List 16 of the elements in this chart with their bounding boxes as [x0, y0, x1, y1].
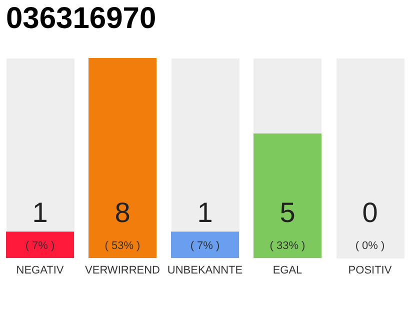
data-label: ( 7% ): [190, 240, 220, 252]
data-label: ( 33% ): [270, 240, 306, 252]
data-label: ( 0% ): [355, 240, 385, 252]
data-label: ( 7% ): [25, 240, 55, 252]
x-tick-label: VERWIRREND: [85, 264, 160, 276]
chart-title: 036316970: [6, 2, 156, 35]
annotation: 1: [32, 197, 48, 228]
annotation: 5: [280, 197, 296, 228]
x-tick-label: NEGATIV: [16, 264, 64, 276]
x-tick-label: UNBEKANNTE: [167, 264, 243, 276]
x-tick-label: EGAL: [272, 264, 302, 276]
data-label: ( 53% ): [104, 240, 140, 252]
annotation: 1: [197, 197, 213, 228]
x-tick-label: POSITIV: [348, 264, 392, 276]
annotation: 0: [362, 197, 378, 228]
annotation: 8: [114, 197, 130, 228]
